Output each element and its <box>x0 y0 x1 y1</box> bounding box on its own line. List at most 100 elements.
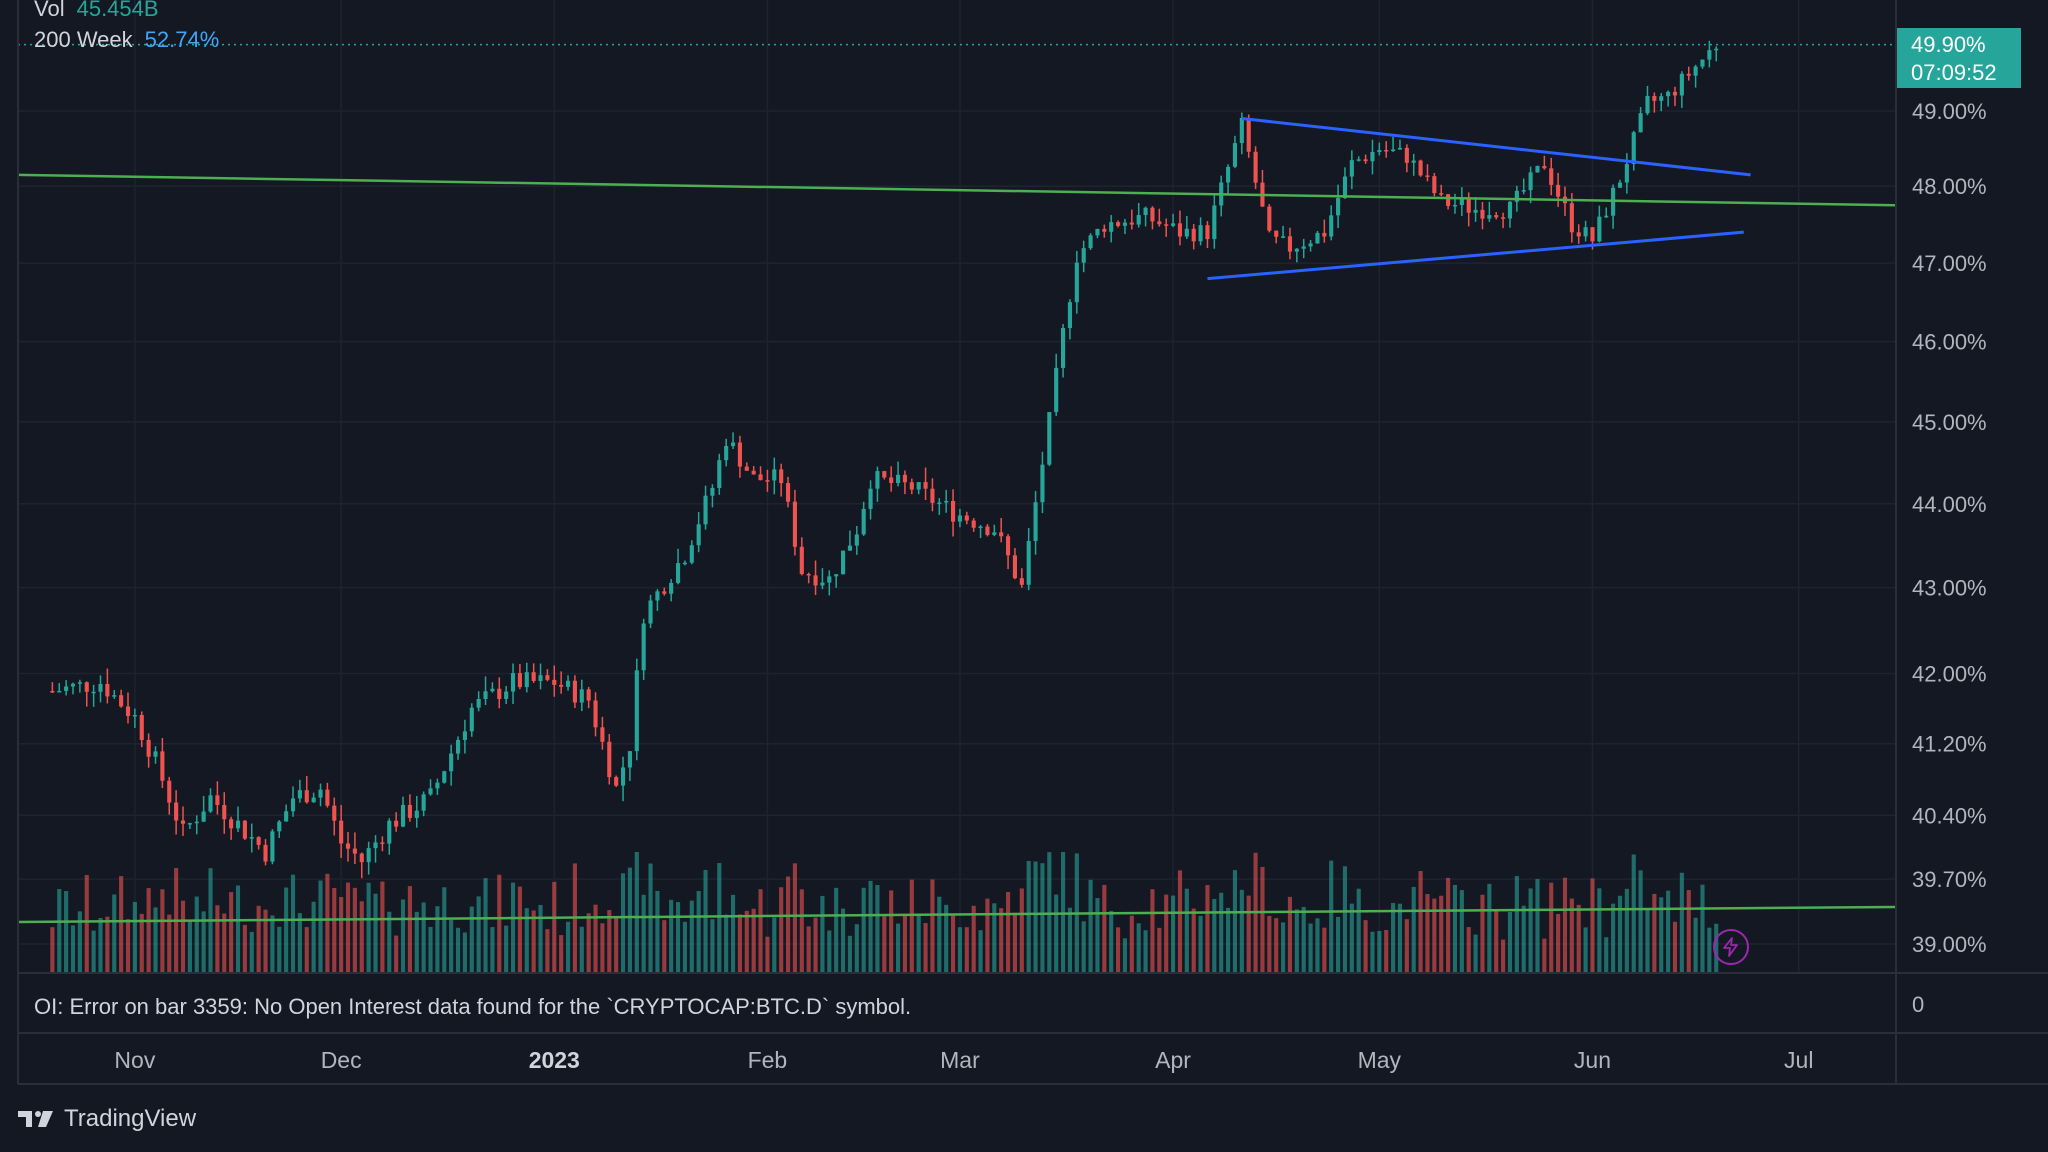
candle-body <box>868 488 873 509</box>
tradingview-logo[interactable]: TradingView <box>18 1104 196 1134</box>
volume-bar <box>1528 888 1533 972</box>
volume-bar <box>1617 895 1623 972</box>
time-axis-label: Feb <box>748 1047 788 1073</box>
time-axis-label: 2023 <box>529 1047 580 1073</box>
triangle-lower-line[interactable] <box>1207 230 1744 281</box>
candle-body <box>1507 201 1513 219</box>
candle-body <box>1342 176 1348 199</box>
candle-body <box>703 495 708 525</box>
price-axis-label: 39.70% <box>1912 867 1987 892</box>
volume-bar <box>455 927 461 972</box>
candle-body <box>1322 232 1327 237</box>
candle-body <box>208 795 213 812</box>
volume-bar <box>655 890 660 972</box>
candle-body <box>586 689 591 701</box>
volume-bar <box>1177 870 1183 972</box>
volume-legend[interactable]: Vol 45.454B <box>34 0 159 22</box>
ma-legend[interactable]: 200 Week 52.74% <box>34 27 219 53</box>
volume-bar <box>799 889 804 972</box>
volume-bar <box>751 908 756 972</box>
candle-body <box>889 477 894 484</box>
candle-body <box>1569 203 1574 233</box>
candle-body <box>1597 216 1602 242</box>
volume-bar <box>724 914 729 972</box>
drawings[interactable] <box>17 43 1896 924</box>
oi-axis-label: 0 <box>1912 992 1924 1017</box>
candle-body <box>710 487 715 496</box>
candle-body <box>538 675 543 682</box>
candle-body <box>1446 194 1451 206</box>
candle-body <box>1253 151 1258 183</box>
volume-bar <box>1061 852 1066 972</box>
candle-body <box>284 811 289 822</box>
volume-bar <box>400 899 406 972</box>
volume-bar <box>552 881 557 972</box>
axes[interactable]: 49.00% 48.00% 47.00% 46.00% 45.00% 44.00% 43.0… <box>17 0 2048 1085</box>
volume-bar <box>1466 927 1471 972</box>
candle-body <box>242 820 247 839</box>
candle-body <box>394 820 399 827</box>
candle-body <box>772 469 777 481</box>
volume-bar <box>187 919 192 972</box>
volume-bar <box>332 888 337 972</box>
volume-bar <box>1047 852 1052 972</box>
candle-body <box>1666 91 1671 97</box>
volume-bar <box>1391 902 1396 972</box>
volume-bar <box>1287 896 1293 972</box>
volume-bar <box>1659 897 1664 972</box>
candle-body <box>1638 113 1643 133</box>
volume-bar <box>847 935 852 972</box>
candle-body <box>1212 205 1217 240</box>
volume-bar <box>359 901 364 972</box>
oi-error-message: OI: Error on bar 3359: No Open Interest … <box>34 994 912 1019</box>
volume-bar <box>682 921 687 972</box>
candle-body <box>999 532 1004 537</box>
candle-body <box>620 767 626 786</box>
volume-bar <box>1164 894 1169 972</box>
volume-bar <box>964 927 969 972</box>
volume-bar <box>909 879 914 972</box>
triangle-upper-line[interactable] <box>1241 116 1751 177</box>
bar-countdown: 07:09:52 <box>1911 60 1997 85</box>
candle-body <box>1047 412 1052 465</box>
volume-bar <box>1116 927 1121 972</box>
volume-bar <box>1260 866 1265 972</box>
volume-bar <box>524 908 529 972</box>
volume-bar <box>153 907 158 972</box>
volume-bar <box>1459 890 1464 972</box>
volume-bar <box>70 925 76 972</box>
candle-body <box>696 524 701 546</box>
candle-body <box>1439 193 1444 195</box>
volume-bar <box>559 935 564 972</box>
price-axis-label: 42.00% <box>1912 662 1987 687</box>
volume-bar <box>1322 927 1327 972</box>
ma-legend-label: 200 Week <box>34 27 133 52</box>
volume-bar <box>50 927 55 972</box>
volume-bar <box>1301 906 1306 972</box>
volume-bar <box>1191 908 1196 972</box>
candle-body <box>1191 228 1196 242</box>
volume-bar <box>675 902 681 972</box>
volume-bar <box>1019 888 1024 972</box>
flash-icon[interactable] <box>1713 929 1749 965</box>
volume-bar <box>229 892 234 972</box>
volume-bar <box>235 885 241 972</box>
candle-body <box>256 837 261 845</box>
candle-body <box>304 790 309 803</box>
candle-body <box>1583 227 1588 237</box>
candle-body <box>1466 199 1471 213</box>
volume-bar <box>504 925 509 972</box>
candle-body <box>1026 541 1031 585</box>
candle-body <box>1473 209 1478 213</box>
volume-bar <box>77 911 82 972</box>
candle-body <box>1404 147 1409 163</box>
candle-body <box>1707 50 1712 60</box>
candle-body <box>1164 224 1169 226</box>
horizontal-trendline[interactable] <box>17 173 1896 207</box>
volume-bar <box>1487 883 1492 972</box>
volume-bar <box>1006 891 1011 972</box>
candle-body <box>1659 96 1664 101</box>
candle-body <box>1432 176 1437 194</box>
candle-body <box>167 780 172 803</box>
